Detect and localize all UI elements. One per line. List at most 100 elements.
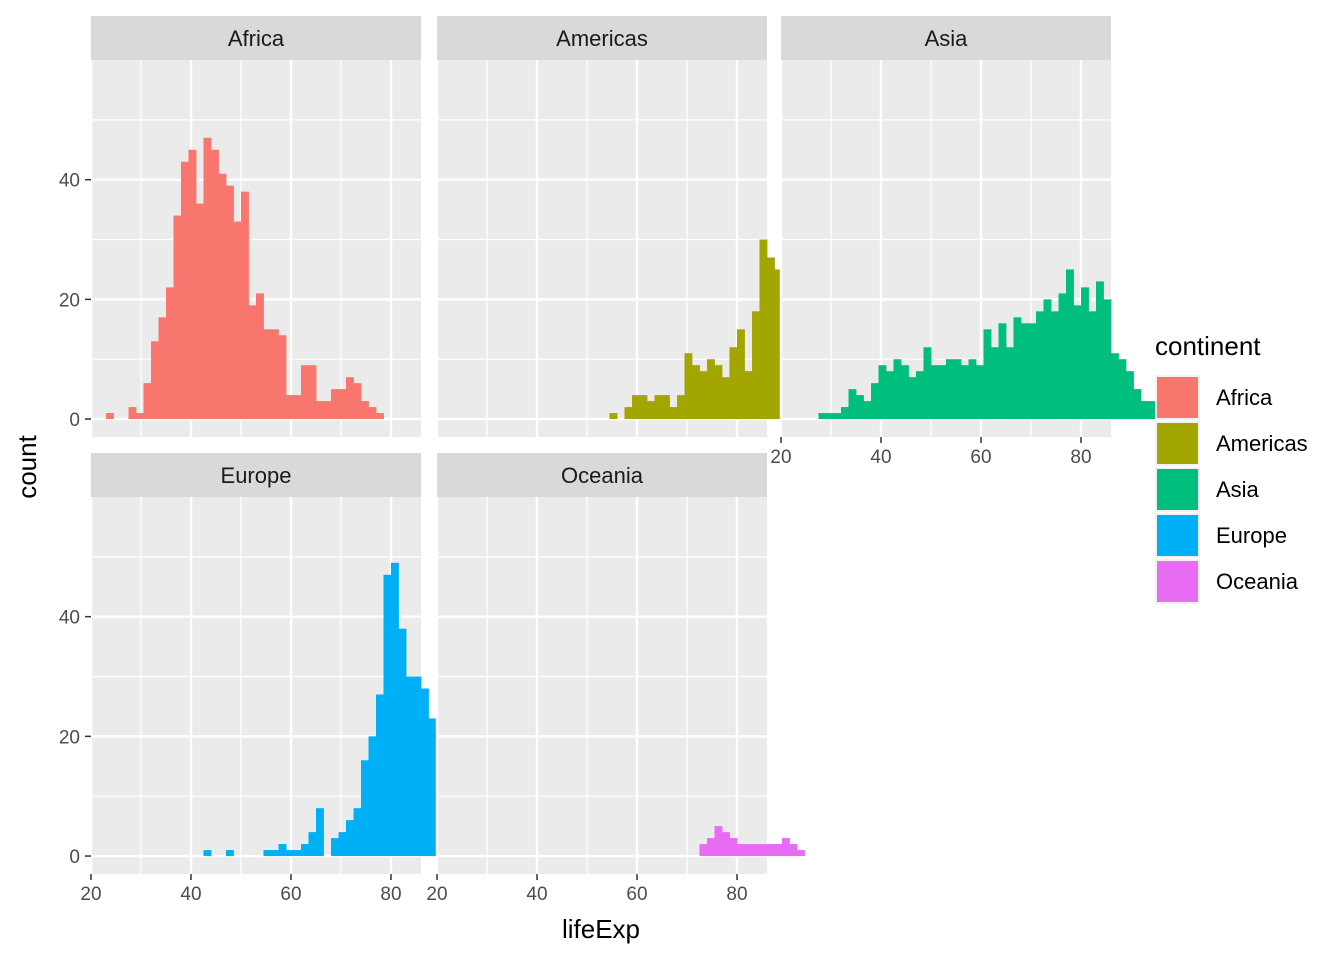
histogram-bar xyxy=(863,401,872,420)
x-tick-label: 20 xyxy=(770,447,791,468)
histogram-bar xyxy=(143,383,152,420)
histogram-bar xyxy=(1051,311,1059,420)
histogram-bar xyxy=(361,401,369,420)
histogram-bar xyxy=(707,838,715,857)
histogram-bar xyxy=(278,844,287,857)
histogram-bar xyxy=(893,359,902,420)
histogram-bar xyxy=(233,221,242,420)
panel-background-oceania xyxy=(437,497,767,874)
strip-label-americas: Americas xyxy=(556,26,648,51)
histogram-bar xyxy=(729,838,738,857)
legend-label-asia: Asia xyxy=(1216,477,1260,502)
histogram-bar xyxy=(323,401,332,420)
histogram-bar xyxy=(1021,323,1029,420)
y-tick-label: 40 xyxy=(59,608,80,629)
histogram-bar xyxy=(376,413,384,420)
histogram-bar xyxy=(871,383,879,420)
histogram-bar xyxy=(752,844,760,857)
histogram-bar xyxy=(826,413,834,420)
histogram-bar xyxy=(293,850,302,857)
histogram-bar xyxy=(699,371,708,420)
histogram-bar xyxy=(1118,359,1127,420)
histogram-bar xyxy=(991,347,999,420)
histogram-bar xyxy=(744,844,753,857)
histogram-bar xyxy=(946,359,954,420)
histogram-bar xyxy=(263,329,272,420)
histogram-bar xyxy=(338,832,347,857)
x-axis-title: lifeExp xyxy=(562,914,640,944)
histogram-bar xyxy=(346,377,354,420)
histogram-bar xyxy=(308,365,317,420)
y-tick-label: 0 xyxy=(69,410,80,431)
histogram-bar xyxy=(158,317,167,420)
histogram-bar xyxy=(752,311,760,420)
histogram-bar xyxy=(181,161,189,420)
histogram-bar xyxy=(699,844,708,857)
histogram-bar xyxy=(759,239,768,420)
strip-americas xyxy=(437,16,767,60)
histogram-bar xyxy=(1073,305,1082,420)
legend-swatch-africa xyxy=(1157,377,1198,418)
histogram-bar xyxy=(263,850,272,857)
strip-label-africa: Africa xyxy=(228,26,285,51)
histogram-bar xyxy=(923,347,932,420)
histogram-bar xyxy=(308,832,317,857)
histogram-bar xyxy=(1133,389,1142,420)
histogram-bar xyxy=(714,365,723,420)
x-tick-label: 40 xyxy=(870,447,891,468)
histogram-bar xyxy=(647,401,655,420)
panel-oceania: Oceania 20 40 60 80 xyxy=(426,453,805,905)
histogram-bar xyxy=(1081,287,1089,420)
histogram-bar xyxy=(632,395,640,420)
x-tick-label: 80 xyxy=(1070,447,1091,468)
histogram-bar xyxy=(931,365,939,420)
histogram-bar xyxy=(226,850,234,857)
strip-label-oceania: Oceania xyxy=(561,463,644,488)
histogram-bar xyxy=(722,377,730,420)
histogram-bar xyxy=(722,832,730,857)
histogram-bar xyxy=(248,305,257,420)
histogram-bar xyxy=(744,371,753,420)
y-tick-label: 20 xyxy=(59,290,80,311)
histogram-bar xyxy=(338,389,347,420)
histogram-bar xyxy=(293,395,302,420)
histogram-bar xyxy=(767,844,775,857)
legend-title: continent xyxy=(1155,331,1261,361)
legend-label-americas: Americas xyxy=(1216,431,1308,456)
x-tick-label: 20 xyxy=(80,884,101,905)
histogram-bar xyxy=(421,688,429,857)
histogram-bar xyxy=(797,850,805,857)
x-tick-label: 20 xyxy=(426,884,447,905)
histogram-bar xyxy=(729,347,738,420)
histogram-bar xyxy=(413,676,422,857)
histogram-bar xyxy=(677,395,685,420)
histogram-bar xyxy=(669,407,678,420)
strip-africa xyxy=(91,16,421,60)
strip-label-europe: Europe xyxy=(221,463,292,488)
histogram-bar xyxy=(361,760,369,857)
histogram-bar xyxy=(976,365,984,420)
histogram-bar xyxy=(737,844,745,857)
histogram-bar xyxy=(286,850,294,857)
histogram-bar xyxy=(256,293,264,420)
histogram-bar xyxy=(856,395,864,420)
histogram-bar xyxy=(241,191,249,420)
histogram-bar xyxy=(737,329,745,420)
histogram-bar xyxy=(953,359,962,420)
histogram-bar xyxy=(301,365,309,420)
histogram-bar xyxy=(833,413,842,420)
histogram-bar xyxy=(151,341,159,420)
histogram-bar xyxy=(901,365,909,420)
histogram-bar xyxy=(916,371,924,420)
histogram-bar xyxy=(203,850,212,857)
panel-asia: Asia 20 40 60 80 xyxy=(770,16,1164,468)
bars-asia xyxy=(818,269,1164,420)
histogram-bar xyxy=(684,353,693,420)
histogram-bar xyxy=(1043,299,1052,420)
histogram-bar xyxy=(774,269,783,420)
histogram-bar xyxy=(639,395,648,420)
legend-label-europe: Europe xyxy=(1216,523,1287,548)
histogram-bar xyxy=(707,359,715,420)
